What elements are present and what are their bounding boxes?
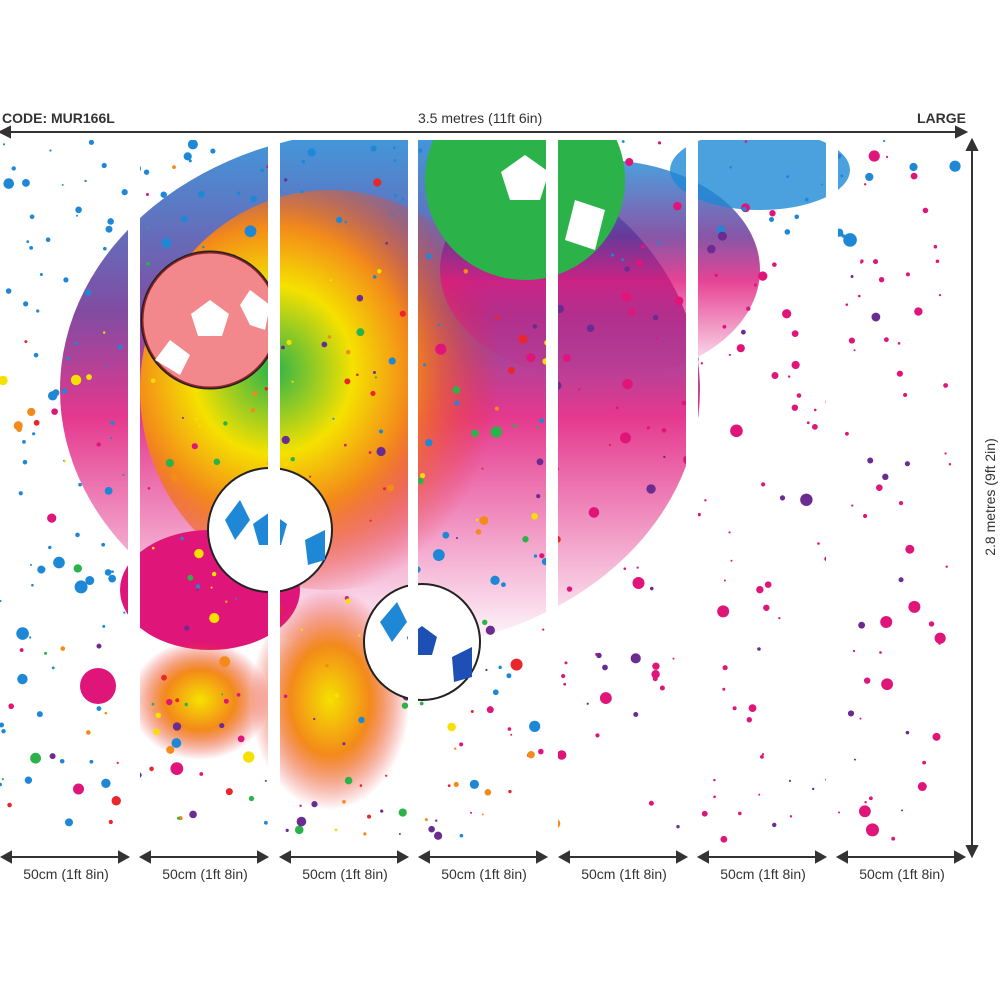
width-label: 3.5 metres (11ft 6in) [418, 110, 543, 126]
soccer-ball-green [425, 140, 625, 280]
panel-width-arrow [835, 850, 967, 864]
mural-artwork [0, 140, 961, 852]
panel-width-arrow [0, 850, 131, 864]
panel-width-arrow [557, 850, 689, 864]
panel-width-label: 50cm (1ft 8in) [581, 866, 667, 882]
panel-width-label: 50cm (1ft 8in) [302, 866, 388, 882]
soccer-ball-red [140, 250, 280, 390]
panel-width-label: 50cm (1ft 8in) [859, 866, 945, 882]
panel-width-label: 50cm (1ft 8in) [162, 866, 248, 882]
panel-width-arrow [417, 850, 549, 864]
panel-width-label: 50cm (1ft 8in) [23, 866, 109, 882]
product-code: CODE: MUR166L [2, 110, 115, 126]
panel-width-label: 50cm (1ft 8in) [441, 866, 527, 882]
paint-drop [80, 668, 116, 704]
size-label: LARGE [917, 110, 966, 126]
panel-width-arrow [278, 850, 410, 864]
panel-width-arrow [696, 850, 828, 864]
panel-gaps [128, 140, 838, 852]
panel-width-label: 50cm (1ft 8in) [720, 866, 806, 882]
soccer-ball-blue-small [363, 583, 481, 701]
panel-width-arrow [138, 850, 270, 864]
